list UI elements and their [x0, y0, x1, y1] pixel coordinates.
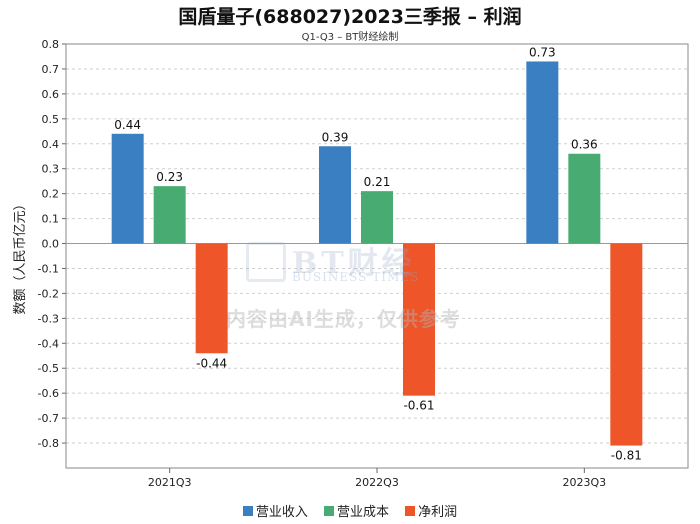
y-tick-label: -0.1 [38, 262, 59, 275]
bar-2-1 [403, 243, 435, 396]
bar-1-1 [361, 191, 393, 244]
legend-item-net-profit: 净利润 [405, 501, 457, 520]
y-tick-label: 0.7 [42, 63, 60, 76]
y-tick-label: -0.4 [38, 337, 59, 350]
y-tick-label: -0.5 [38, 362, 59, 375]
plot-frame [65, 43, 689, 469]
data-label-1-0: 0.23 [156, 170, 183, 184]
data-label-2-2: -0.81 [611, 449, 642, 463]
bar-2-0 [195, 243, 228, 354]
y-tick-label: 0.1 [42, 213, 60, 226]
data-label-1-1: 0.21 [364, 175, 391, 189]
y-tick-label: 0.3 [42, 163, 60, 176]
y-tick-label: -0.2 [38, 287, 59, 300]
ai-notice-watermark: 内容由AI生成，仅供参考 [226, 307, 461, 331]
y-axis-label: 数额（人民币亿元） [13, 197, 28, 314]
y-tick-label: -0.6 [38, 387, 59, 400]
y-tick-label: 0.6 [42, 88, 60, 101]
data-label-0-0: 0.44 [114, 118, 141, 132]
data-label-0-1: 0.39 [322, 130, 349, 144]
legend-item-cost: 营业成本 [323, 501, 389, 520]
y-tick-label: 0.4 [42, 138, 60, 151]
data-label-1-2: 0.36 [571, 138, 598, 152]
y-tick-label: -0.7 [38, 412, 59, 425]
y-tick-label: -0.8 [38, 437, 59, 450]
legend-label-revenue: 营业收入 [255, 505, 308, 520]
legend-swatch-cost [323, 505, 334, 516]
y-tick-label: 0.8 [42, 38, 60, 51]
bar-1-2 [568, 153, 601, 244]
bar-2-2 [610, 243, 643, 446]
data-label-2-1: -0.61 [403, 399, 434, 413]
x-tick-label: 2022Q3 [355, 476, 399, 489]
legend-label-cost: 营业成本 [336, 505, 389, 520]
bar-0-0 [111, 133, 144, 244]
data-label-2-0: -0.44 [196, 356, 227, 370]
bar-1-0 [153, 186, 186, 244]
y-tick-label: 0.5 [42, 113, 60, 126]
data-label-0-2: 0.73 [529, 45, 556, 59]
bar-0-1 [319, 146, 351, 244]
bar-0-2 [526, 61, 559, 244]
legend-swatch-net-profit [405, 505, 416, 516]
legend-label-net-profit: 净利润 [418, 505, 458, 520]
x-tick-label: 2021Q3 [148, 476, 192, 489]
legend-item-revenue: 营业收入 [242, 501, 308, 520]
x-tick-label: 2023Q3 [563, 476, 607, 489]
y-tick-label: 0.2 [42, 188, 60, 201]
chart-subtitle: Q1-Q3 – BT财经绘制 [301, 32, 399, 43]
legend: 营业收入 营业成本 净利润 [0, 501, 700, 520]
legend-swatch-revenue [242, 505, 253, 516]
y-tick-label: -0.3 [38, 312, 59, 325]
chart-title: 国盾量子(688027)2023三季报 – 利润 [178, 6, 522, 28]
y-tick-label: 0.0 [42, 238, 60, 251]
